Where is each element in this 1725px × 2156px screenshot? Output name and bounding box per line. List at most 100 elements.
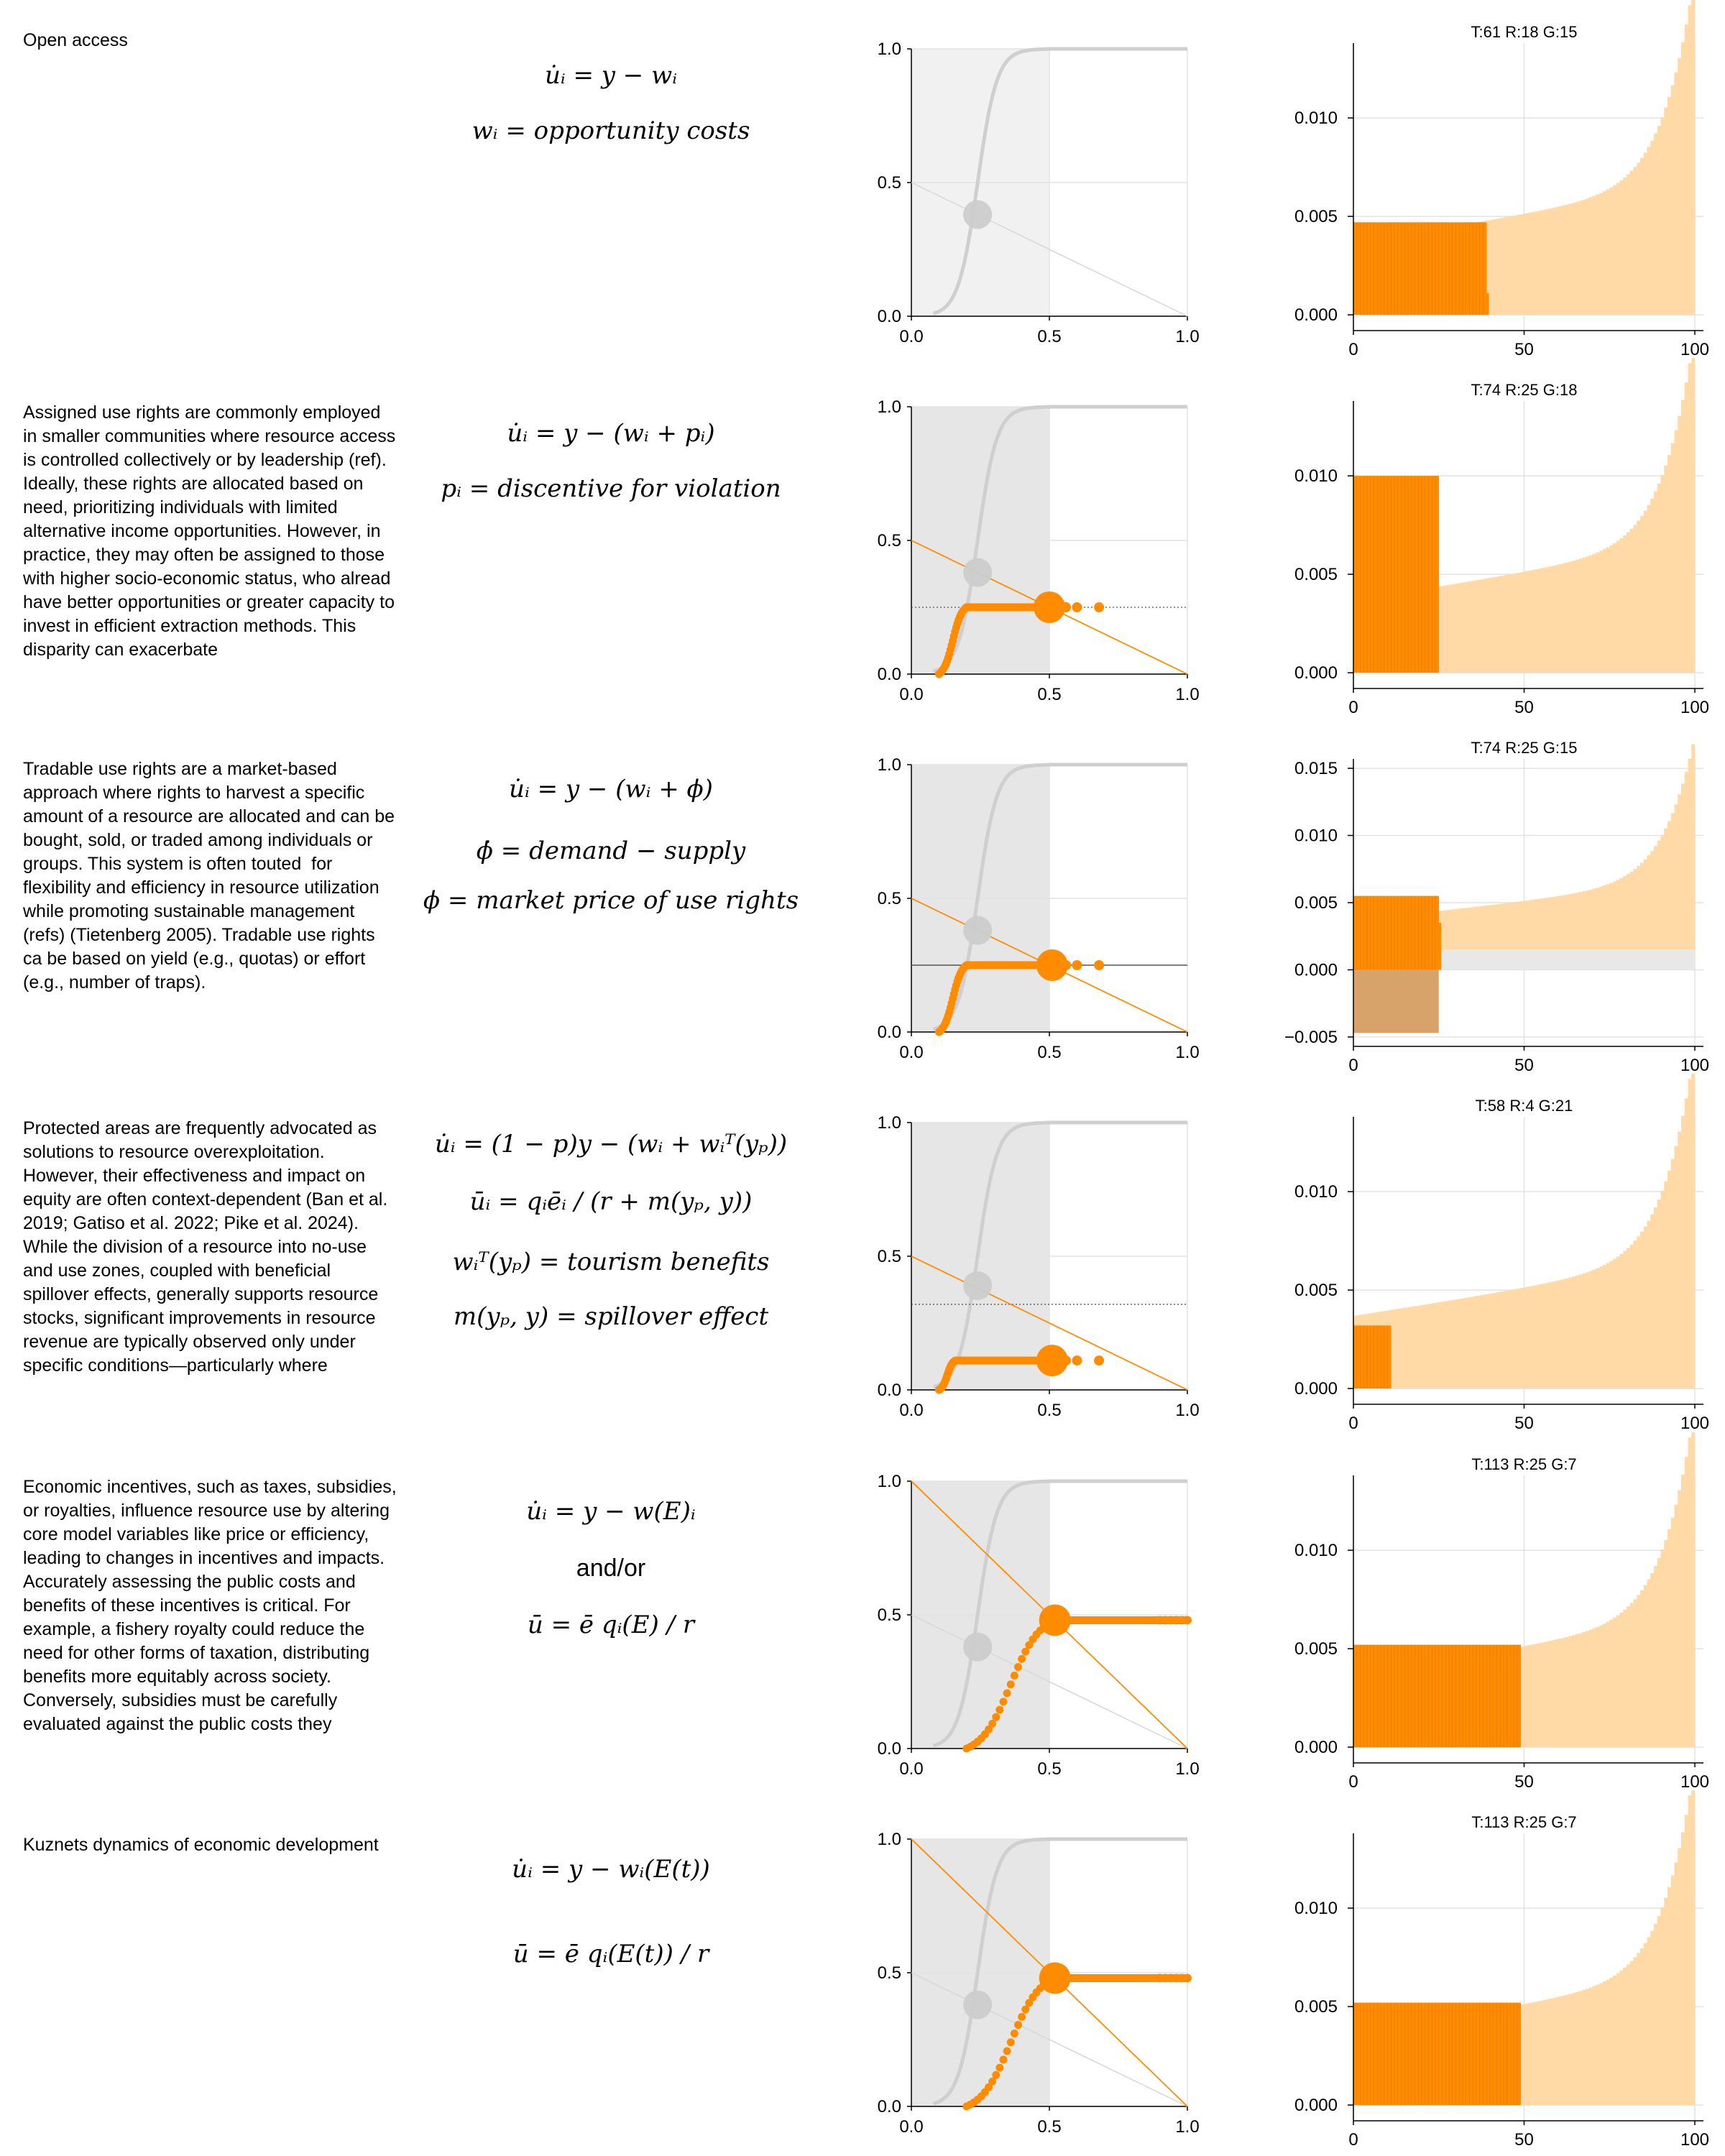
bar xyxy=(1681,1474,1685,1748)
bar-active xyxy=(1374,1325,1378,1389)
trajectory-point xyxy=(995,1705,1004,1714)
equation: wᵢᵀ(yₚ) = tourism benefits xyxy=(452,1248,770,1276)
y-tick-label: 0.000 xyxy=(1294,305,1338,325)
bar xyxy=(1643,510,1647,673)
equation: ū = ē qᵢ(E) / r xyxy=(527,1611,695,1639)
bar xyxy=(1670,1517,1675,1748)
bar-active xyxy=(1473,1644,1477,1748)
x-tick-label: 0.0 xyxy=(899,1401,923,1420)
bar xyxy=(1599,886,1604,970)
bar-active xyxy=(1374,895,1378,970)
bar xyxy=(1506,903,1511,970)
x-tick-label: 0.0 xyxy=(899,327,923,346)
bar xyxy=(1479,906,1484,970)
bar-active xyxy=(1435,2002,1440,2106)
bar-active xyxy=(1428,476,1432,673)
bar-active xyxy=(1377,1325,1381,1389)
bar xyxy=(1435,1302,1440,1389)
bar xyxy=(1524,900,1528,970)
histogram-title: T:74 R:25 G:15 xyxy=(1471,739,1578,757)
distribution-chart: T:74 R:25 G:18 0.000 0.005 0.010 0 50 100 xyxy=(1251,341,1725,717)
y-tick-label: 0.010 xyxy=(1294,1182,1338,1202)
bar xyxy=(1551,1998,1555,2106)
bar-active xyxy=(1466,1644,1470,1748)
bar-active xyxy=(1435,895,1440,970)
bar xyxy=(1524,1646,1528,1748)
bar-active xyxy=(1517,2002,1522,2106)
bar-active xyxy=(1452,222,1456,315)
cdf-svg: 0.0 0.5 1.0 0.0 0.5 1.0 xyxy=(878,1472,1200,1779)
bar xyxy=(1616,880,1620,970)
bar xyxy=(1438,586,1443,673)
bar xyxy=(1568,1277,1573,1389)
bar-active xyxy=(1455,1644,1460,1748)
bar-active xyxy=(1418,1644,1422,1748)
bar xyxy=(1606,1621,1610,1748)
bar xyxy=(1547,566,1552,673)
cdf-svg: 0.0 0.5 1.0 0.0 0.5 1.0 xyxy=(878,1830,1200,2137)
bar xyxy=(1445,1301,1450,1389)
bar xyxy=(1422,1304,1426,1389)
bar xyxy=(1654,1565,1658,1748)
equilibrium-point xyxy=(1034,591,1065,623)
equation-block: u̇ᵢ = y − (wᵢ + ϕ) ϕ̇ = demand − supply ϕ … xyxy=(410,737,812,1039)
bar xyxy=(1588,1271,1593,1389)
y-tick-label: 0.5 xyxy=(878,531,901,550)
bar xyxy=(1647,505,1651,673)
open-access-point xyxy=(963,200,993,229)
bar-active xyxy=(1377,2002,1381,2106)
bar xyxy=(1670,1875,1675,2106)
bar-active xyxy=(1391,1644,1395,1748)
bar xyxy=(1547,208,1552,315)
bar-active xyxy=(1384,222,1388,315)
bar xyxy=(1592,1628,1596,1748)
bar xyxy=(1524,571,1528,673)
bar xyxy=(1613,1617,1617,1748)
bar-active xyxy=(1504,2002,1508,2106)
bar-active xyxy=(1363,1325,1368,1389)
bar xyxy=(1572,561,1576,673)
bar xyxy=(1545,567,1549,673)
bar xyxy=(1414,1306,1419,1389)
trajectory-point xyxy=(1013,2021,1022,2030)
equation: u̇ᵢ = y − wᵢ(E(t)) xyxy=(512,1855,710,1884)
distribution-chart: T:74 R:25 G:15 −0.005 0.000 0.005 0.010 0.015… xyxy=(1251,716,1725,1075)
bar xyxy=(1586,1631,1590,1748)
y-tick-label: 0.0 xyxy=(878,2097,901,2116)
bar-active xyxy=(1435,1644,1440,1748)
bar-active xyxy=(1442,222,1446,315)
bar xyxy=(1558,1639,1563,1748)
bar xyxy=(1650,140,1655,315)
bar-active xyxy=(1414,895,1419,970)
bar xyxy=(1459,583,1463,673)
bar-active xyxy=(1397,895,1402,970)
x-tick-label: 0 xyxy=(1348,1414,1358,1430)
bar xyxy=(1541,2000,1545,2106)
bar xyxy=(1599,1266,1604,1389)
bar-active xyxy=(1473,222,1477,315)
policy-description: Protected areas are frequently advocated… xyxy=(23,1118,393,1376)
y-tick-label: 0.5 xyxy=(878,173,901,193)
bar xyxy=(1681,400,1685,673)
bar-active xyxy=(1360,1644,1364,1748)
bars xyxy=(1353,1774,1696,2106)
y-tick-label: 0.0 xyxy=(878,1739,901,1759)
bar xyxy=(1616,183,1620,315)
bar xyxy=(1490,905,1494,970)
bar xyxy=(1668,454,1672,673)
bar xyxy=(1473,1296,1477,1389)
policy-description: Assigned use rights are commonly employe… xyxy=(23,402,396,660)
bar-active xyxy=(1363,2002,1368,2106)
trajectory-point xyxy=(1003,1689,1011,1697)
x-tick-label: 0.0 xyxy=(899,2117,923,2137)
bar-active xyxy=(1422,222,1426,315)
bar xyxy=(1541,1284,1545,1389)
bar-active xyxy=(1473,2002,1477,2106)
bar xyxy=(1609,1619,1614,1748)
bar-active xyxy=(1466,222,1470,315)
bar xyxy=(1545,1641,1549,1748)
bar-active xyxy=(1384,1325,1388,1389)
bar-active xyxy=(1486,1644,1491,1748)
bar xyxy=(1565,1278,1569,1389)
cdf-chart: 0.0 0.5 1.0 0.0 0.5 1.0 xyxy=(841,358,1215,714)
